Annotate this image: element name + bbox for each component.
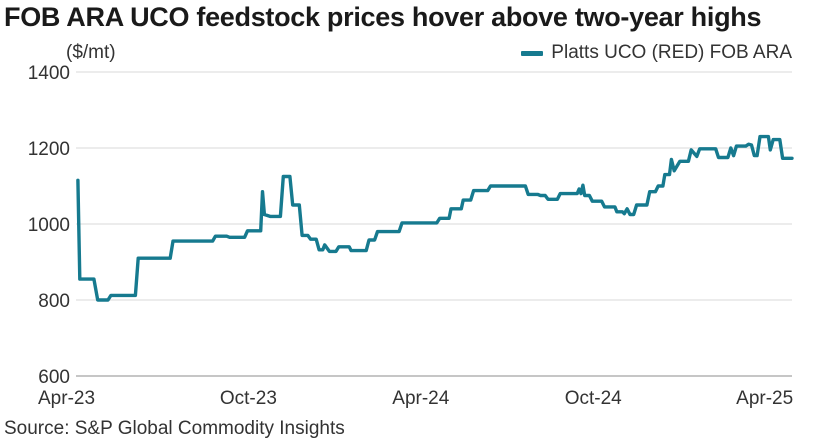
y-tick-label-1200: 1200	[28, 139, 70, 160]
y-axis-unit-label: ($/mt)	[66, 42, 116, 63]
x-tick-label-oct-24: Oct-24	[565, 388, 622, 409]
y-tick-label-1000: 1000	[28, 215, 70, 236]
legend-label: Platts UCO (RED) FOB ARA	[551, 42, 792, 63]
x-tick-label-apr-25: Apr-25	[736, 388, 793, 409]
x-tick-label-apr-23: Apr-23	[38, 388, 95, 409]
chart-title: FOB ARA UCO feedstock prices hover above…	[4, 2, 762, 32]
series-line-0	[76, 134, 794, 302]
y-tick-label-600: 600	[38, 367, 70, 388]
source-note: Source: S&P Global Commodity Insights	[4, 418, 345, 439]
legend: Platts UCO (RED) FOB ARA	[521, 42, 792, 64]
x-tick-label-apr-24: Apr-24	[392, 388, 449, 409]
x-tick-label-oct-23: Oct-23	[220, 388, 277, 409]
y-tick-label-1400: 1400	[28, 63, 70, 84]
legend-swatch	[521, 50, 544, 56]
y-tick-label-800: 800	[38, 291, 70, 312]
